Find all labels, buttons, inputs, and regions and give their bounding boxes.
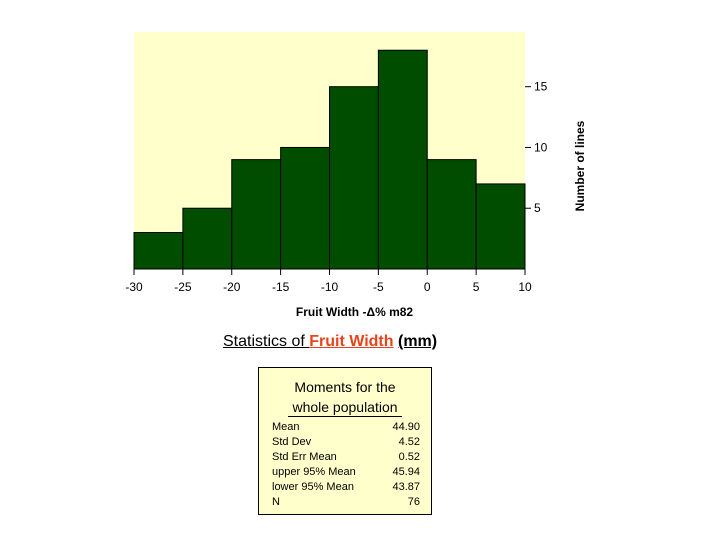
moments-label: Std Dev [272,436,312,448]
moments-row-std-dev: Std Dev 4.52 [272,435,420,450]
bar-4 [329,86,379,270]
moments-label: upper 95% Mean [272,466,356,478]
moments-value: 45.94 [392,466,420,478]
y-axis: 5 10 15 [525,80,548,215]
moments-title-line1: Moments for the [294,379,396,395]
moments-title-line2-text: whole population [288,399,402,417]
stats-heading-prefix: Statistics of [223,333,310,350]
moments-label: N [272,496,280,508]
y-axis-title: Number of lines [573,120,587,211]
x-tick-label: -10 [321,280,339,294]
x-axis-title: Fruit Width -Δ% m82 [296,305,414,319]
moments-table: Mean 44.90 Std Dev 4.52 Std Err Mean 0.5… [272,420,420,510]
bar-1 [182,207,233,270]
moments-value: 76 [407,496,420,508]
bar-0 [133,232,184,270]
bar-6 [426,159,477,270]
x-tick-label: 10 [518,280,532,294]
moments-value: 0.52 [398,451,420,463]
moments-row-mean: Mean 44.90 [272,420,420,435]
moments-value: 4.52 [398,436,420,448]
bar-2 [231,159,282,270]
x-tick-label: -30 [125,280,143,294]
moments-label: lower 95% Mean [272,481,354,493]
moments-row-lower-95: lower 95% Mean 43.87 [272,480,420,495]
moments-label: Mean [272,421,300,433]
bars-group [133,49,526,270]
moments-box: Moments for the whole population Mean 44… [258,367,432,515]
moments-label: Std Err Mean [272,451,337,463]
moments-row-upper-95: upper 95% Mean 45.94 [272,465,420,480]
y-tick-label: 10 [534,140,548,154]
histogram-chart: -30 -25 -20 -15 -10 -5 0 5 10 5 10 15 Fruit Width … [125,32,587,319]
stats-heading-unit: (mm) [397,333,438,350]
stats-heading-variable: Fruit Width [309,333,394,350]
stats-heading: Statistics of Fruit Width (mm) [223,333,437,351]
x-axis: -30 -25 -20 -15 -10 -5 0 5 10 [125,268,532,294]
moments-row-std-err-mean: Std Err Mean 0.52 [272,450,420,465]
moments-value: 44.90 [392,421,420,433]
moments-title-line2: whole population [259,398,431,417]
bar-5 [377,49,428,270]
x-tick-label: -5 [373,280,384,294]
x-tick-label: -25 [174,280,192,294]
moments-row-n: N 76 [272,495,420,510]
bar-3 [280,146,330,270]
x-tick-label: -15 [272,280,290,294]
moments-value: 43.87 [392,481,420,493]
bar-7 [475,183,526,270]
y-tick-label: 15 [534,80,548,94]
x-tick-label: 0 [424,280,431,294]
x-tick-label: 5 [473,280,480,294]
y-tick-label: 5 [534,201,541,215]
x-tick-label: -20 [223,280,241,294]
